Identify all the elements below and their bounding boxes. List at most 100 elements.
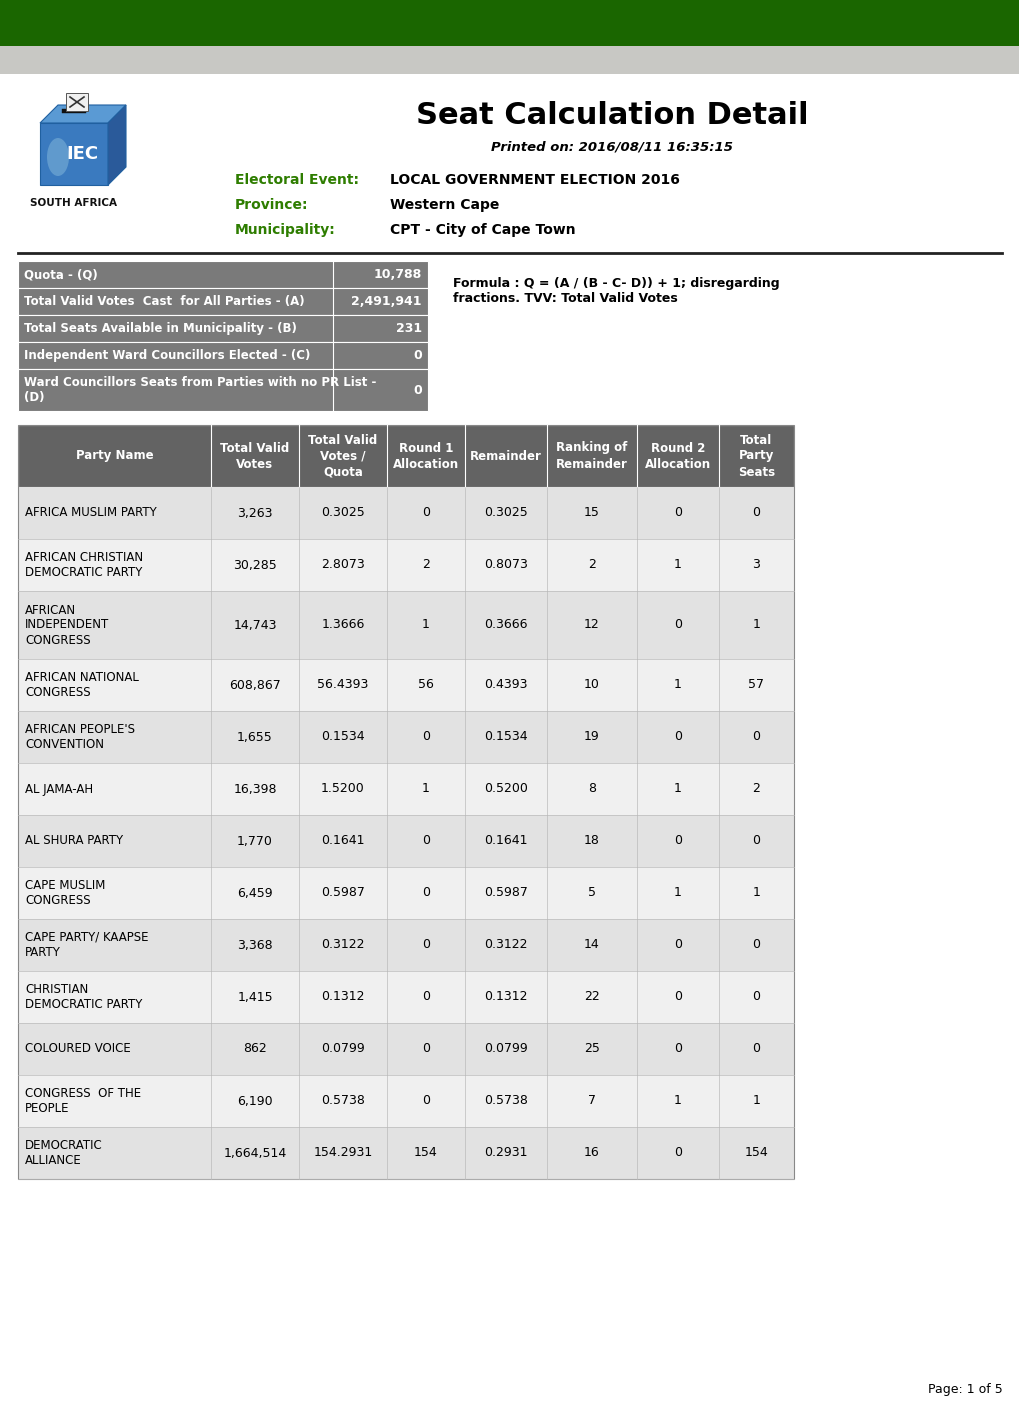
Text: AL SHURA PARTY: AL SHURA PARTY (25, 835, 123, 848)
Text: 1: 1 (422, 783, 430, 796)
Text: 0: 0 (752, 731, 760, 743)
Text: 0.5987: 0.5987 (484, 887, 528, 900)
Text: 3: 3 (752, 559, 760, 572)
Text: 19: 19 (584, 731, 599, 743)
Bar (18, 763, 793, 815)
Text: 0.5738: 0.5738 (321, 1094, 365, 1108)
Text: Printed on: 2016/08/11 16:35:15: Printed on: 2016/08/11 16:35:15 (490, 141, 733, 153)
Text: COLOURED VOICE: COLOURED VOICE (25, 1042, 130, 1056)
Text: 6,459: 6,459 (237, 887, 272, 900)
Bar (66, 93, 88, 111)
Text: 25: 25 (584, 1042, 599, 1056)
Text: 56.4393: 56.4393 (317, 679, 368, 691)
Bar (18, 972, 793, 1024)
Text: 2.8073: 2.8073 (321, 559, 365, 572)
Text: 0: 0 (413, 349, 422, 362)
Text: 3,368: 3,368 (237, 939, 272, 952)
Text: 1,655: 1,655 (236, 731, 273, 743)
Bar (62, 108, 86, 113)
Text: Quota - (Q): Quota - (Q) (24, 268, 98, 282)
Text: 0: 0 (422, 887, 430, 900)
Text: 2: 2 (752, 783, 760, 796)
Text: 0: 0 (422, 1042, 430, 1056)
Text: CPT - City of Cape Town: CPT - City of Cape Town (389, 222, 575, 237)
Text: 0.1641: 0.1641 (484, 835, 527, 848)
Text: 6,190: 6,190 (237, 1094, 272, 1108)
Text: 12: 12 (584, 618, 599, 632)
Text: Municipality:: Municipality: (234, 222, 335, 237)
Text: CAPE PARTY/ KAAPSE
PARTY: CAPE PARTY/ KAAPSE PARTY (25, 931, 149, 959)
Text: DEMOCRATIC
ALLIANCE: DEMOCRATIC ALLIANCE (25, 1139, 103, 1167)
Text: Round 2
Allocation: Round 2 Allocation (644, 442, 710, 470)
Text: Ward Councillors Seats from Parties with no PR List -
(D): Ward Councillors Seats from Parties with… (24, 376, 376, 404)
Text: Western Cape: Western Cape (389, 199, 499, 213)
Text: 0: 0 (752, 835, 760, 848)
Text: 0: 0 (422, 1094, 430, 1108)
Bar (18, 342, 428, 369)
Text: 154.2931: 154.2931 (313, 1146, 372, 1160)
Text: 0: 0 (674, 1042, 682, 1056)
Bar (18, 711, 793, 763)
Text: AFRICA MUSLIM PARTY: AFRICA MUSLIM PARTY (25, 507, 157, 520)
Text: 1,770: 1,770 (236, 835, 273, 848)
Text: 0: 0 (752, 939, 760, 952)
Text: Total
Party
Seats: Total Party Seats (737, 434, 774, 479)
Bar (0, 0, 1019, 46)
Bar (18, 425, 793, 1178)
Text: 0.1534: 0.1534 (321, 731, 365, 743)
Text: 0: 0 (674, 835, 682, 848)
Text: CAPE MUSLIM
CONGRESS: CAPE MUSLIM CONGRESS (25, 879, 105, 907)
Text: Total Valid
Votes: Total Valid Votes (220, 442, 289, 470)
Text: 1: 1 (674, 887, 682, 900)
Text: 0: 0 (674, 990, 682, 1004)
Text: SOUTH AFRICA: SOUTH AFRICA (31, 199, 117, 208)
Bar (40, 122, 108, 184)
Bar (18, 1024, 793, 1074)
Text: 1: 1 (674, 679, 682, 691)
Text: 0: 0 (752, 507, 760, 520)
Bar (18, 425, 793, 487)
Text: IEC: IEC (66, 145, 98, 163)
Text: Remainder: Remainder (470, 449, 541, 462)
Text: 1.5200: 1.5200 (321, 783, 365, 796)
Text: 0.4393: 0.4393 (484, 679, 527, 691)
Text: 1: 1 (752, 887, 760, 900)
Text: 0.3025: 0.3025 (321, 507, 365, 520)
Bar (18, 315, 428, 342)
Text: 16: 16 (584, 1146, 599, 1160)
Text: 16,398: 16,398 (233, 783, 276, 796)
Text: CONGRESS  OF THE
PEOPLE: CONGRESS OF THE PEOPLE (25, 1087, 141, 1115)
Text: 8: 8 (587, 783, 595, 796)
Polygon shape (108, 106, 126, 184)
Text: 0.1312: 0.1312 (321, 990, 365, 1004)
Text: 56: 56 (418, 679, 433, 691)
Text: Total Valid
Votes /
Quota: Total Valid Votes / Quota (308, 434, 377, 479)
Text: Province:: Province: (234, 199, 308, 213)
Ellipse shape (47, 138, 69, 176)
Text: 5: 5 (587, 887, 595, 900)
Text: 0: 0 (752, 990, 760, 1004)
Text: 2,491,941: 2,491,941 (352, 296, 422, 308)
Text: 862: 862 (243, 1042, 267, 1056)
Text: 0.0799: 0.0799 (321, 1042, 365, 1056)
Text: CHRISTIAN
DEMOCRATIC PARTY: CHRISTIAN DEMOCRATIC PARTY (25, 983, 143, 1011)
Text: Independent Ward Councillors Elected - (C): Independent Ward Councillors Elected - (… (24, 349, 310, 362)
Text: 18: 18 (584, 835, 599, 848)
Text: 57: 57 (748, 679, 764, 691)
Text: 0.1312: 0.1312 (484, 990, 527, 1004)
Text: 0.3122: 0.3122 (484, 939, 527, 952)
Text: Electoral Event:: Electoral Event: (234, 173, 359, 187)
Text: 14,743: 14,743 (233, 618, 276, 632)
Text: 0: 0 (422, 731, 430, 743)
Text: Ranking of
Remainder: Ranking of Remainder (555, 442, 628, 470)
Text: AL JAMA-AH: AL JAMA-AH (25, 783, 93, 796)
Text: 0.8073: 0.8073 (484, 559, 528, 572)
Text: Seat Calculation Detail: Seat Calculation Detail (416, 100, 807, 130)
Text: 0.5738: 0.5738 (484, 1094, 528, 1108)
Text: 15: 15 (584, 507, 599, 520)
Text: 0: 0 (422, 507, 430, 520)
Text: LOCAL GOVERNMENT ELECTION 2016: LOCAL GOVERNMENT ELECTION 2016 (389, 173, 680, 187)
Text: 1: 1 (422, 618, 430, 632)
Text: Round 1
Allocation: Round 1 Allocation (392, 442, 459, 470)
Bar (18, 591, 793, 659)
